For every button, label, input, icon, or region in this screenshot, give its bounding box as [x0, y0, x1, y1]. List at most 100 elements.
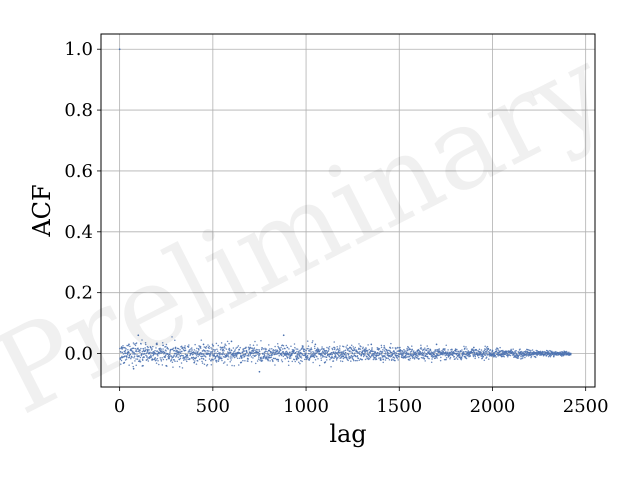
data-point: [330, 366, 332, 368]
data-point: [281, 360, 284, 363]
data-point: [235, 355, 238, 357]
data-point: [125, 358, 128, 360]
data-point: [141, 352, 143, 355]
data-point: [155, 359, 157, 361]
data-point: [207, 350, 209, 352]
data-point: [207, 352, 210, 355]
data-point: [393, 350, 395, 353]
data-point: [431, 358, 433, 360]
data-point: [472, 354, 475, 356]
data-point: [293, 343, 296, 345]
data-point: [120, 346, 123, 349]
data-point: [123, 361, 126, 364]
data-point: [252, 344, 255, 347]
data-point: [384, 348, 386, 350]
data-point: [155, 352, 157, 355]
data-point: [424, 347, 426, 349]
data-point: [451, 352, 453, 355]
data-point: [333, 357, 335, 360]
data-point: [229, 357, 232, 359]
data-point: [483, 359, 486, 361]
data-point: [318, 350, 321, 353]
data-point: [217, 344, 220, 347]
data-point: [247, 353, 250, 355]
data-point: [490, 352, 492, 354]
data-point: [152, 345, 154, 348]
data-point: [339, 349, 341, 351]
data-point: [383, 344, 385, 347]
data-point: [485, 356, 488, 358]
data-point: [307, 352, 310, 355]
data-point: [180, 345, 183, 347]
data-point: [282, 345, 285, 347]
data-point: [377, 351, 379, 354]
data-point: [165, 345, 167, 348]
data-point: [407, 353, 410, 355]
data-point: [443, 358, 446, 361]
data-point: [433, 354, 436, 356]
data-point: [179, 352, 182, 355]
data-point: [287, 360, 290, 363]
data-point: [428, 357, 430, 360]
data-point: [508, 354, 511, 356]
data-point: [423, 351, 426, 353]
data-point: [459, 355, 461, 357]
data-point: [423, 353, 425, 355]
data-point: [309, 356, 312, 359]
data-point: [367, 358, 370, 361]
data-point: [209, 354, 212, 356]
data-point: [286, 346, 289, 349]
y-axis-label: ACF: [28, 184, 56, 237]
data-point: [307, 345, 310, 347]
data-point: [365, 348, 367, 350]
data-point: [446, 351, 449, 353]
data-point: [453, 355, 456, 358]
data-point: [296, 355, 299, 358]
data-point: [136, 354, 138, 356]
data-point: [274, 345, 276, 348]
data-point: [266, 353, 269, 355]
data-point: [284, 351, 287, 353]
data-point: [525, 355, 528, 357]
data-point: [339, 351, 342, 354]
data-point: [137, 334, 140, 337]
data-point: [177, 356, 179, 358]
data-point: [411, 355, 414, 358]
data-point: [252, 354, 254, 357]
data-point: [463, 353, 466, 355]
data-point: [547, 355, 550, 358]
data-point: [419, 350, 422, 353]
data-point: [464, 347, 466, 350]
x-tick-label: 0: [114, 396, 125, 417]
y-tick-label: 0.0: [64, 344, 93, 365]
data-point: [125, 352, 127, 355]
data-point: [519, 348, 521, 350]
data-point: [151, 358, 154, 361]
data-point: [313, 352, 316, 354]
data-point: [445, 358, 447, 361]
data-point: [160, 360, 163, 362]
data-point: [303, 348, 306, 351]
data-point: [458, 356, 461, 359]
data-point: [319, 349, 321, 351]
data-point: [213, 350, 216, 352]
data-point: [492, 356, 495, 358]
data-point: [286, 356, 289, 359]
data-point: [229, 351, 232, 353]
data-point: [463, 355, 466, 358]
data-point: [393, 357, 396, 359]
data-point: [355, 349, 358, 351]
data-point: [315, 348, 318, 351]
data-point: [161, 351, 164, 354]
data-point: [538, 351, 540, 353]
data-point: [372, 356, 375, 358]
data-point: [426, 347, 429, 350]
data-point: [139, 356, 142, 359]
data-point: [269, 360, 271, 362]
data-point: [271, 348, 273, 350]
data-point: [397, 359, 399, 361]
data-point: [167, 353, 169, 355]
data-point: [359, 348, 362, 350]
data-point: [325, 352, 327, 354]
